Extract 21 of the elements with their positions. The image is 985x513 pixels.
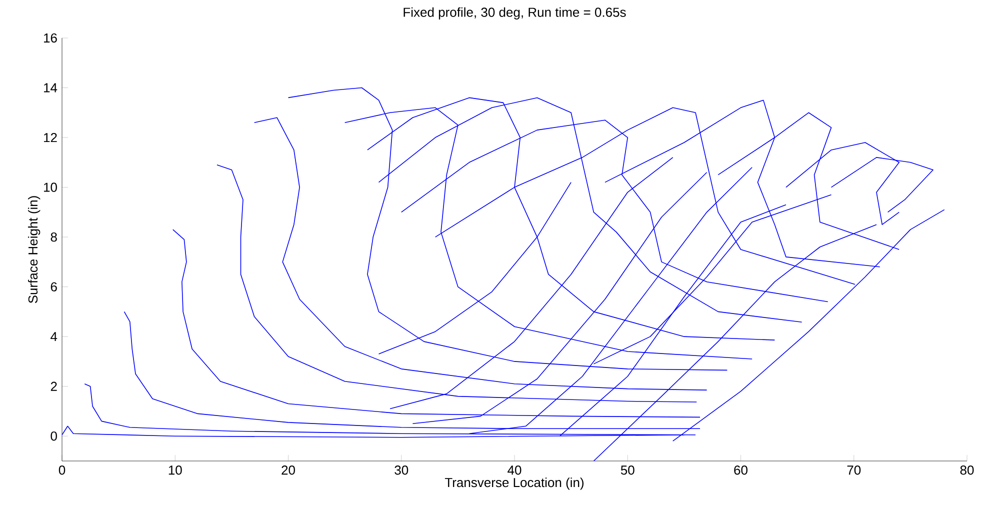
x-tick-label: 10 [168,466,182,475]
x-tick-label: 60 [734,466,748,475]
x-tick-label: 80 [960,466,974,475]
y-tick-label: 10 [44,182,57,192]
x-axis-title: Transverse Location (in) [444,478,584,490]
y-axis-title: Surface Height (in) [28,196,40,304]
x-tick-label: 70 [847,466,861,475]
x-tick-label: 50 [620,466,634,475]
y-tick-label: 14 [44,83,58,92]
y-tick-label: 16 [44,33,57,43]
y-tick-label: 4 [50,332,58,342]
y-tick-label: 2 [50,382,57,391]
x-tick-label: 30 [394,466,408,475]
x-tick-label: 40 [508,466,522,475]
y-tick-label: 8 [50,232,57,242]
x-tick-label: 20 [282,466,295,475]
x-tick-label: 0 [58,466,66,475]
y-tick-label: 6 [50,282,57,292]
chart-title: Fixed profile, 30 deg, Run time = 0.65s [404,7,626,20]
y-tick-label: 0 [50,432,57,441]
y-tick-label: 12 [44,132,57,142]
